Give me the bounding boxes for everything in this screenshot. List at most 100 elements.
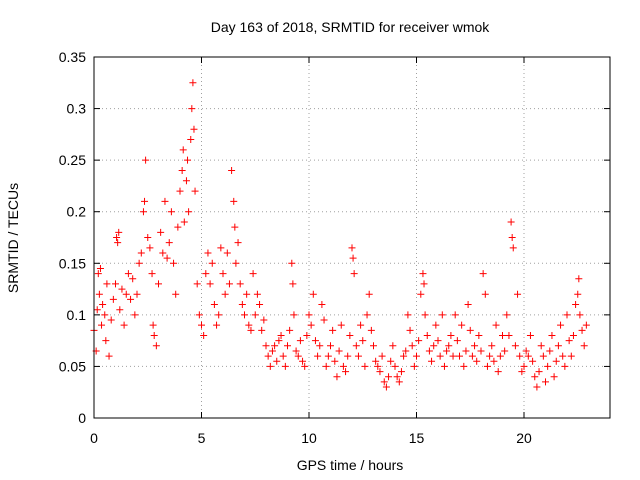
data-point — [275, 337, 283, 345]
data-point — [290, 311, 298, 319]
data-point — [559, 352, 567, 360]
y-tick-label: 0.35 — [59, 49, 86, 65]
data-point — [404, 311, 412, 319]
data-point — [554, 342, 562, 350]
data-point — [329, 326, 337, 334]
data-point — [339, 362, 347, 370]
data-point — [374, 362, 382, 370]
data-point — [322, 362, 330, 370]
data-point — [395, 378, 403, 386]
data-point — [420, 280, 428, 288]
data-point — [149, 321, 157, 329]
data-point — [350, 270, 358, 278]
data-point — [109, 295, 117, 303]
data-point — [550, 373, 558, 381]
data-point — [116, 306, 124, 314]
y-tick-label: 0 — [78, 410, 86, 426]
data-point — [260, 316, 268, 324]
data-point — [208, 259, 216, 267]
data-point — [397, 368, 405, 376]
data-point — [264, 352, 272, 360]
data-point — [316, 342, 324, 350]
data-point — [575, 275, 583, 283]
data-point — [494, 368, 502, 376]
data-point — [576, 311, 584, 319]
data-point — [406, 326, 414, 334]
data-point — [522, 347, 530, 355]
data-point — [561, 362, 569, 370]
data-point — [198, 321, 205, 329]
data-point — [148, 270, 156, 278]
data-point — [417, 290, 425, 298]
data-point — [479, 270, 487, 278]
y-axis-label: SRMTID / TECUs — [5, 183, 21, 293]
data-point — [432, 321, 440, 329]
data-point — [378, 352, 386, 360]
data-point — [159, 249, 167, 257]
data-point — [182, 177, 190, 185]
data-point — [299, 357, 307, 365]
data-point — [152, 342, 160, 350]
data-point — [423, 331, 431, 339]
data-point — [436, 352, 444, 360]
data-point — [387, 357, 395, 365]
data-point — [346, 331, 354, 339]
data-point — [191, 187, 199, 195]
data-point — [213, 321, 221, 329]
data-point — [305, 311, 313, 319]
data-point — [389, 342, 397, 350]
data-point — [234, 239, 242, 247]
data-point — [167, 208, 175, 216]
grid — [94, 57, 610, 418]
data-point — [279, 352, 287, 360]
data-point — [241, 311, 248, 319]
data-point — [288, 259, 296, 267]
data-point — [114, 239, 122, 247]
data-point — [542, 378, 549, 386]
data-point — [144, 234, 152, 241]
data-point — [327, 342, 334, 350]
data-point — [372, 357, 380, 365]
data-point — [473, 357, 481, 365]
data-point — [178, 166, 186, 174]
data-point — [243, 290, 251, 298]
data-point — [408, 342, 416, 350]
data-point — [127, 295, 135, 303]
data-point — [163, 254, 171, 262]
data-point — [320, 316, 328, 324]
data-point — [514, 290, 522, 298]
data-point — [292, 347, 300, 355]
data-point — [210, 301, 218, 309]
data-point — [382, 383, 390, 391]
data-point — [376, 368, 384, 376]
x-tick-label: 10 — [301, 430, 317, 446]
data-point — [410, 362, 418, 370]
data-point — [548, 331, 556, 339]
data-point — [185, 208, 193, 216]
data-point — [537, 342, 545, 350]
data-point — [449, 352, 457, 360]
data-point — [184, 156, 192, 164]
data-point — [466, 326, 474, 334]
data-point — [451, 311, 459, 319]
data-point — [421, 311, 429, 319]
data-point — [251, 311, 259, 319]
data-point — [342, 368, 350, 376]
data-point — [370, 342, 377, 350]
data-point — [535, 368, 543, 376]
data-point — [105, 352, 113, 360]
y-tick-label: 0.05 — [59, 358, 86, 374]
data-point — [157, 228, 165, 236]
data-point — [486, 352, 494, 360]
data-point — [531, 373, 539, 381]
data-point — [516, 352, 524, 360]
data-point — [499, 331, 506, 339]
data-point — [294, 352, 302, 360]
data-point — [481, 290, 489, 298]
data-point — [501, 347, 509, 355]
data-point — [150, 331, 158, 339]
data-point — [113, 234, 121, 241]
data-point — [195, 311, 203, 319]
data-point — [124, 270, 132, 278]
data-point — [552, 357, 560, 365]
